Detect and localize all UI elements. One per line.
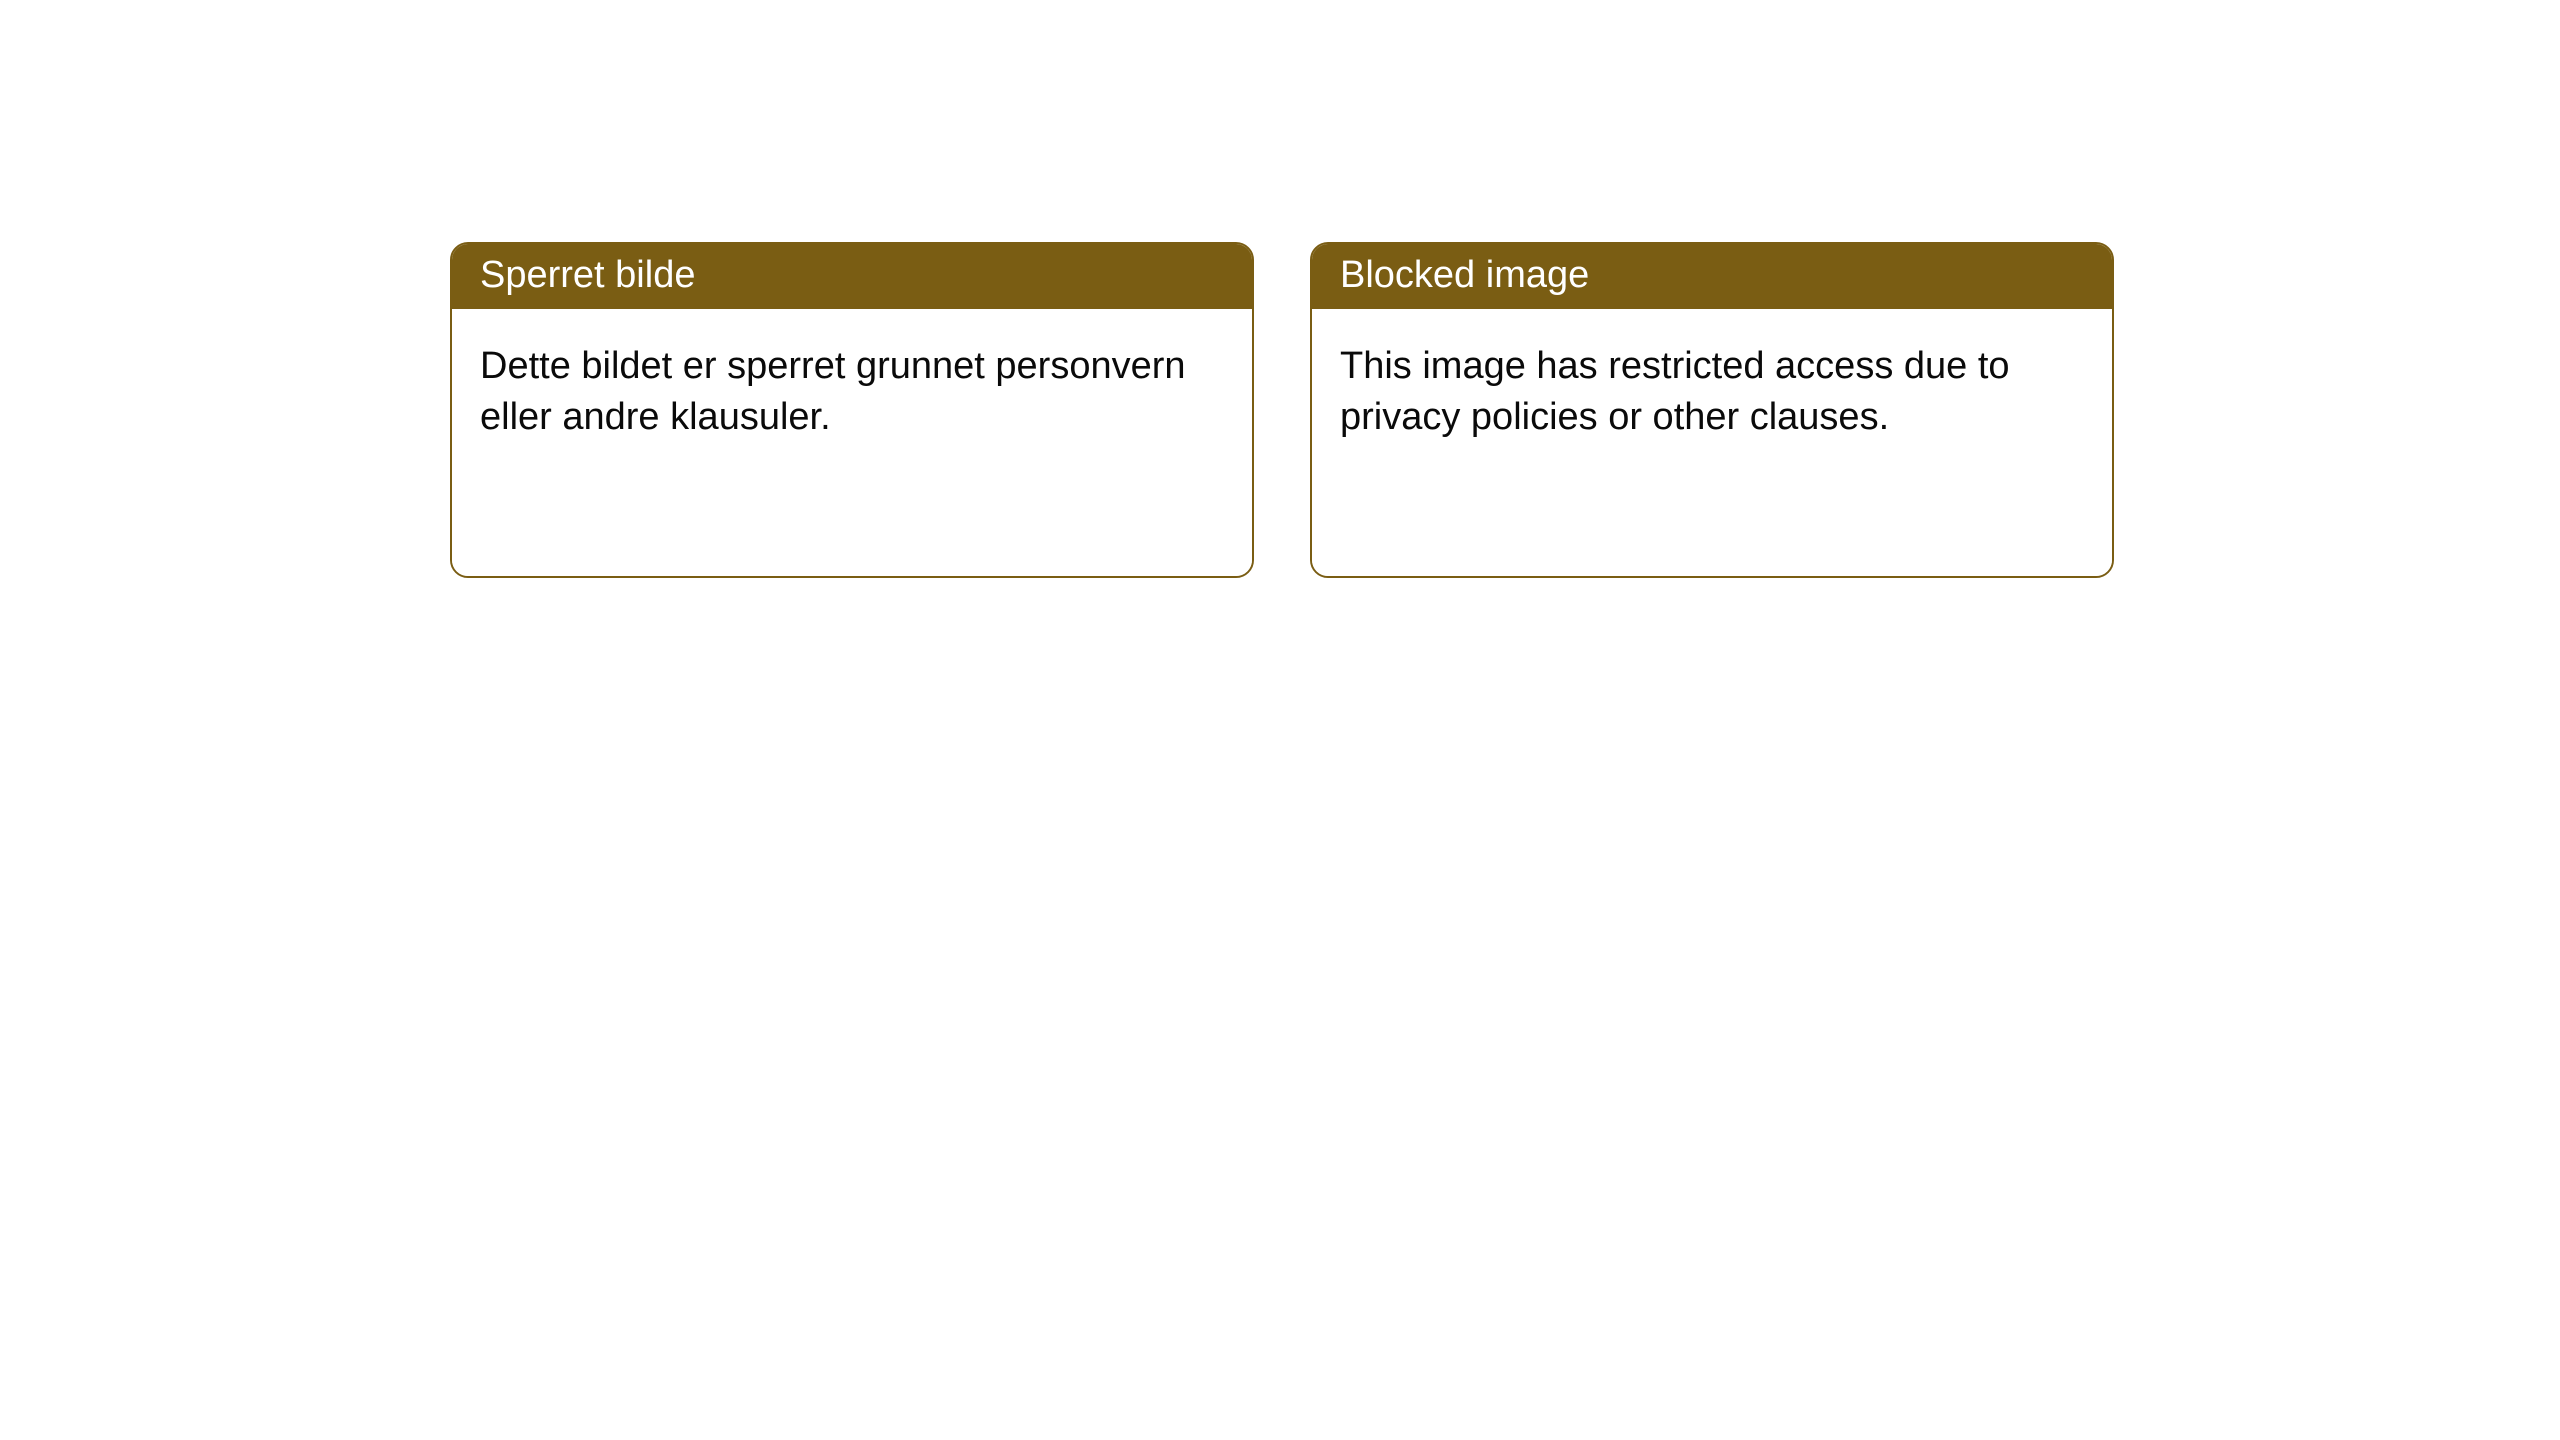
notice-header-english: Blocked image — [1312, 244, 2112, 309]
notice-container: Sperret bilde Dette bildet er sperret gr… — [0, 0, 2560, 578]
notice-body-english: This image has restricted access due to … — [1312, 309, 2112, 576]
notice-body-norwegian: Dette bildet er sperret grunnet personve… — [452, 309, 1252, 576]
notice-card-norwegian: Sperret bilde Dette bildet er sperret gr… — [450, 242, 1254, 578]
notice-header-norwegian: Sperret bilde — [452, 244, 1252, 309]
notice-card-english: Blocked image This image has restricted … — [1310, 242, 2114, 578]
